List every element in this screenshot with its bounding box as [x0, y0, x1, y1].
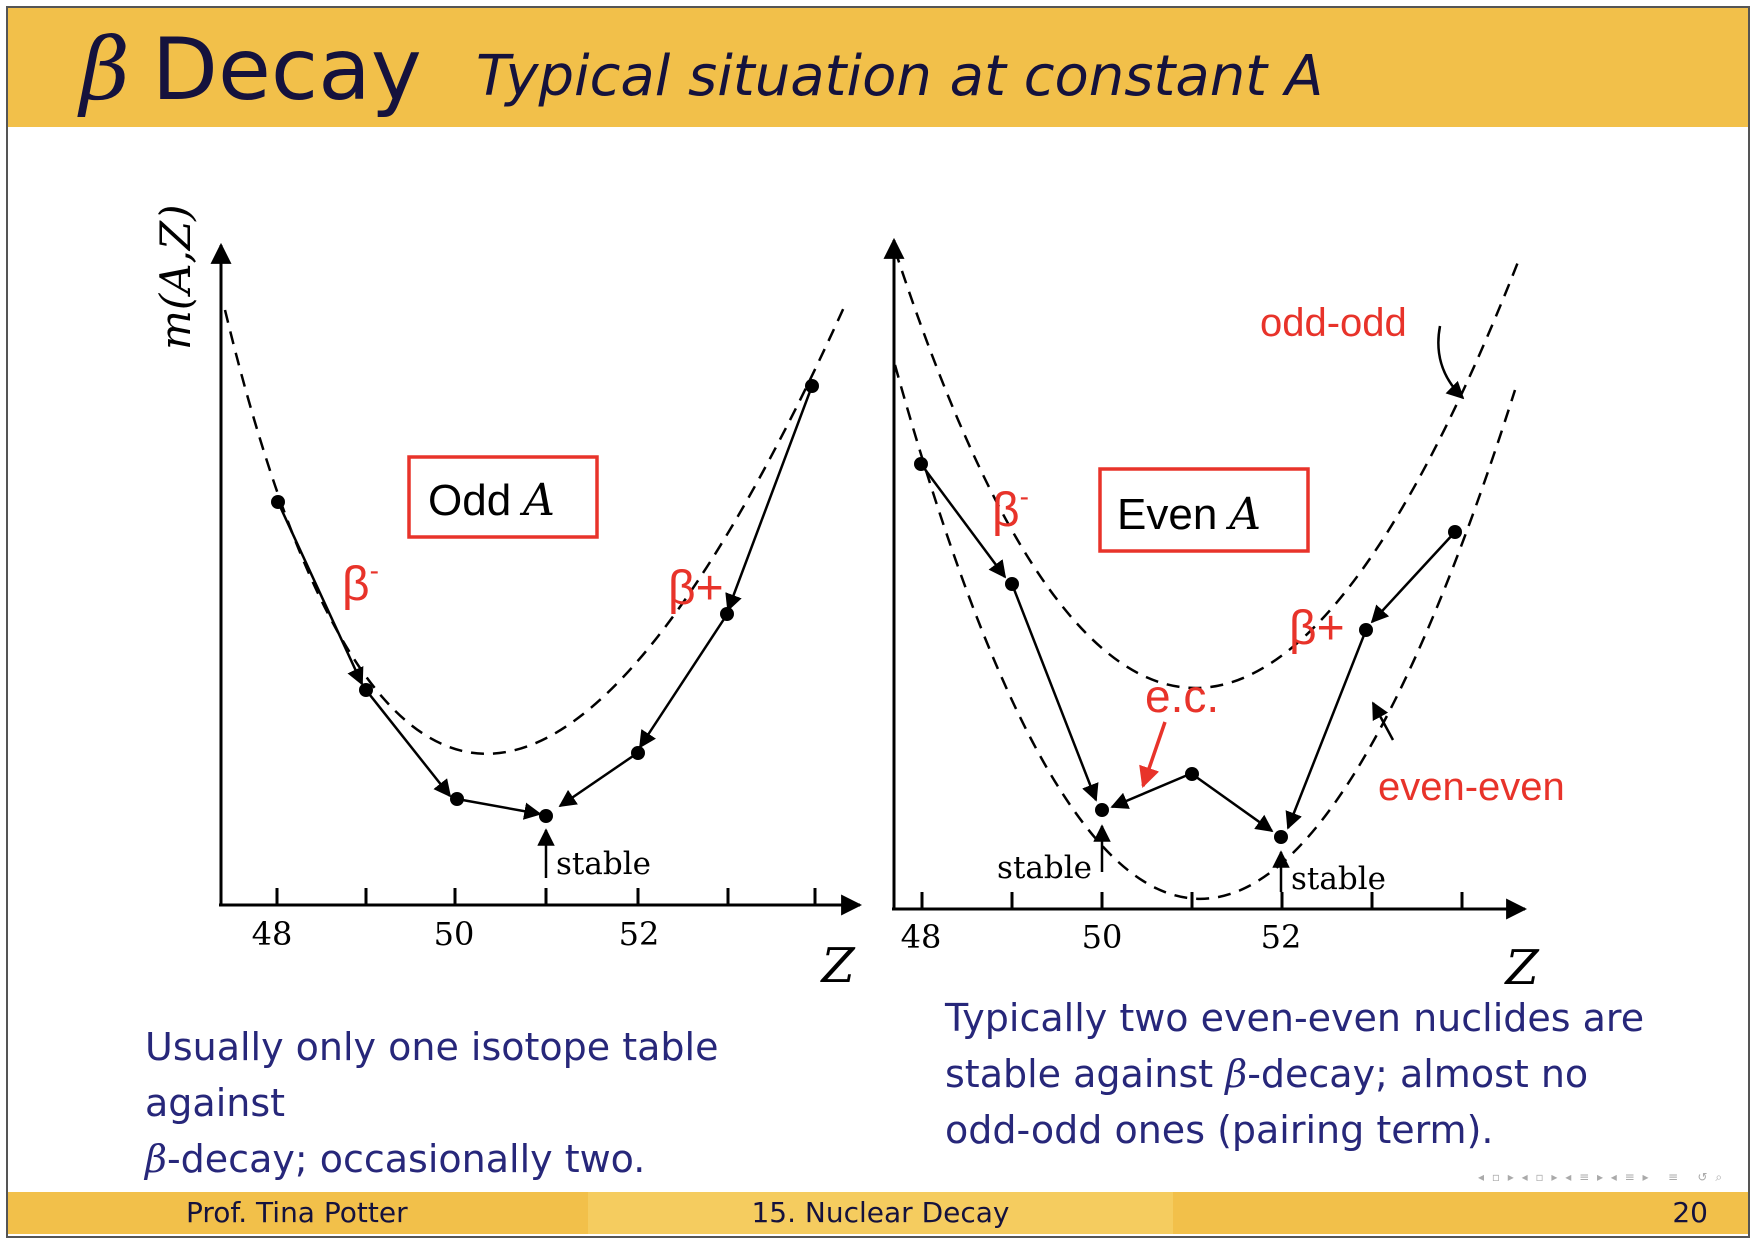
ec-pointer-arrow	[1139, 721, 1167, 788]
even-a-nuclide-dot	[1448, 525, 1462, 539]
y-axis-label: m(A,Z)	[151, 205, 200, 350]
odd-a-beta-minus-label: β-	[342, 555, 379, 611]
footer-author: Prof. Tina Potter	[8, 1192, 588, 1234]
odd-a-beta-plus-arrow	[638, 615, 728, 749]
even-a-beta-plus-arrow	[1285, 629, 1368, 830]
even-a-caption-line-2: stable against β-decay; almost no	[945, 1052, 1589, 1096]
even-even-pointer	[1371, 701, 1395, 741]
left-tick-label-52: 52	[619, 915, 660, 953]
odd-a-caption: Usually only one isotope table against β…	[145, 1019, 845, 1187]
even-a-nuclide-dot	[1359, 623, 1373, 637]
even-a-caption-line-1: Typically two even-even nuclides are	[945, 996, 1645, 1040]
even-a-ec-arrow	[1110, 772, 1191, 809]
even-a-beta-minus-arrow	[919, 463, 1007, 579]
beamer-navigation-symbols[interactable]: ◂ ▫ ▸ ◂ ▫ ▸ ◂ ≡ ▸ ◂ ≡ ▸ ≡ ↺ ⌕	[1478, 1170, 1725, 1184]
even-a-beta-plus-label: β+	[1289, 602, 1345, 655]
left-tick-label-48: 48	[252, 915, 293, 953]
odd-odd-pointer	[1437, 325, 1465, 400]
even-a-stable-label-50: stable	[997, 850, 1092, 886]
right-tick-label-48: 48	[901, 918, 942, 956]
odd-a-beta-minus-arrow	[456, 797, 542, 820]
even-a-caption: Typically two even-even nuclides are sta…	[945, 990, 1645, 1158]
even-a-nuclide-dot	[1005, 577, 1019, 591]
odd-a-nuclide-dot	[805, 379, 819, 393]
slide-frame	[6, 6, 1750, 1238]
odd-a-beta-minus-arrow	[365, 689, 452, 798]
odd-a-beta-plus-arrow	[725, 385, 814, 612]
odd-a-nuclide-dot	[271, 495, 285, 509]
odd-a-nuclide-dot	[359, 683, 373, 697]
odd-a-mass-parabola	[223, 304, 847, 755]
even-a-nuclide-dot	[1185, 767, 1199, 781]
even-a-nuclide-dot	[1274, 830, 1288, 844]
footer-bar: Prof. Tina Potter 15. Nuclear Decay 20	[8, 1192, 1748, 1234]
even-a-stable-label-52: stable	[1291, 861, 1386, 897]
right-tick-label-52: 52	[1261, 918, 1302, 956]
odd-a-nuclide-dot	[720, 607, 734, 621]
title-beta-symbol: β	[80, 20, 130, 120]
odd-a-panel: 48 50 52 Z stable β- β+ Odd A	[210, 242, 863, 994]
even-a-caption-line-3: odd-odd ones (pairing term).	[945, 1108, 1494, 1152]
even-a-beta-minus-arrow	[1191, 772, 1274, 833]
odd-a-beta-minus-arrow	[276, 501, 364, 686]
even-a-label: Even A	[1117, 489, 1261, 540]
right-tick-label-50: 50	[1082, 918, 1123, 956]
even-a-panel: 48 50 52 Z stable stable β- β+ e.c. odd-…	[883, 237, 1565, 996]
odd-a-caption-line-2: β-decay; occasionally two.	[145, 1137, 646, 1181]
even-even-label: even-even	[1378, 765, 1565, 809]
left-x-axis-label: Z	[819, 938, 856, 994]
right-x-axis-label: Z	[1503, 940, 1540, 996]
even-a-beta-minus-label: β-	[992, 481, 1029, 537]
odd-a-beta-plus-arrow	[558, 752, 637, 808]
title-bar: β Decay Typical situation at constant A	[8, 8, 1748, 127]
odd-odd-label: odd-odd	[1260, 301, 1407, 345]
odd-a-label-box	[407, 455, 599, 539]
odd-odd-mass-parabola	[893, 249, 1520, 690]
even-a-beta-plus-arrow	[1370, 531, 1456, 624]
even-a-beta-minus-arrow	[1010, 583, 1099, 802]
odd-a-beta-plus-label: β+	[668, 562, 724, 615]
odd-a-nuclide-dot	[539, 809, 553, 823]
footer-section: 15. Nuclear Decay	[588, 1192, 1173, 1234]
left-tick-label-50: 50	[434, 915, 475, 953]
even-even-mass-parabola	[893, 364, 1517, 900]
title-text: Decay	[151, 20, 422, 120]
slide-title: β Decay	[80, 20, 422, 120]
odd-a-label: Odd A	[428, 475, 555, 526]
even-a-nuclide-dot	[1095, 803, 1109, 817]
ec-label: e.c.	[1145, 670, 1219, 722]
odd-a-stable-label: stable	[556, 846, 651, 882]
footer-page-number: 20	[1173, 1192, 1748, 1234]
even-a-nuclide-dot	[914, 457, 928, 471]
odd-a-nuclide-dot	[450, 792, 464, 806]
slide-subtitle: Typical situation at constant A	[476, 44, 1324, 109]
even-a-label-box	[1098, 467, 1310, 553]
odd-a-caption-line-1: Usually only one isotope table against	[145, 1025, 719, 1125]
odd-a-nuclide-dot	[631, 746, 645, 760]
